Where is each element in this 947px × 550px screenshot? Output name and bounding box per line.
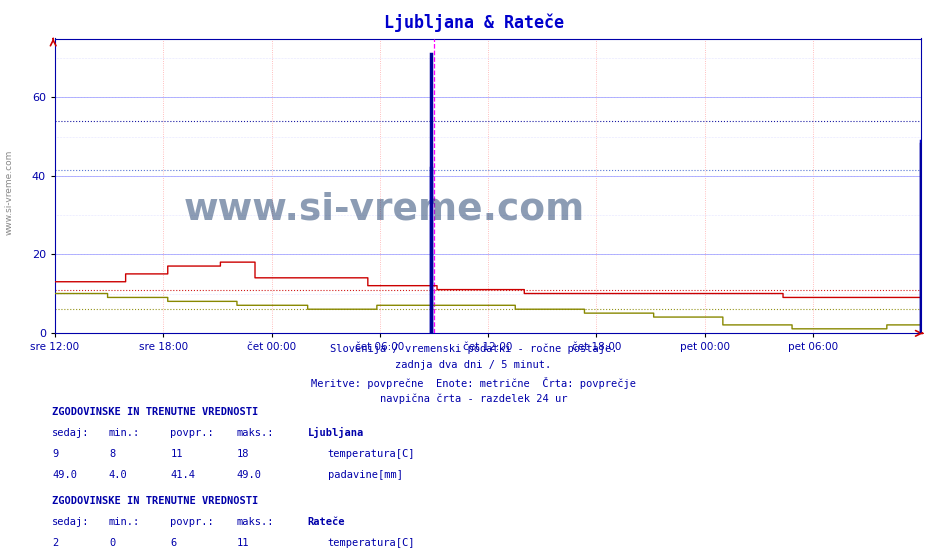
Text: 41.4: 41.4 xyxy=(170,470,195,480)
Text: Ljubljana: Ljubljana xyxy=(308,427,364,438)
Text: 6: 6 xyxy=(170,538,177,548)
Text: sedaj:: sedaj: xyxy=(52,428,90,438)
Text: povpr.:: povpr.: xyxy=(170,517,214,527)
Text: ZGODOVINSKE IN TRENUTNE VREDNOSTI: ZGODOVINSKE IN TRENUTNE VREDNOSTI xyxy=(52,407,259,417)
Text: temperatura[C]: temperatura[C] xyxy=(328,449,415,459)
Text: povpr.:: povpr.: xyxy=(170,428,214,438)
Text: 49.0: 49.0 xyxy=(237,470,261,480)
Text: min.:: min.: xyxy=(109,517,140,527)
Text: ZGODOVINSKE IN TRENUTNE VREDNOSTI: ZGODOVINSKE IN TRENUTNE VREDNOSTI xyxy=(52,496,259,507)
Text: 4.0: 4.0 xyxy=(109,470,128,480)
Text: Slovenija / vremenski podatki - ročne postaje.: Slovenija / vremenski podatki - ročne po… xyxy=(330,344,617,354)
Text: Ljubljana & Rateče: Ljubljana & Rateče xyxy=(384,14,563,32)
Text: maks.:: maks.: xyxy=(237,428,275,438)
Text: 11: 11 xyxy=(170,449,183,459)
Text: 49.0: 49.0 xyxy=(52,470,77,480)
Text: 2: 2 xyxy=(52,538,59,548)
Text: Meritve: povprečne  Enote: metrične  Črta: povprečje: Meritve: povprečne Enote: metrične Črta:… xyxy=(311,377,636,389)
Text: maks.:: maks.: xyxy=(237,517,275,527)
Text: 8: 8 xyxy=(109,449,116,459)
Text: 0: 0 xyxy=(109,538,116,548)
Text: temperatura[C]: temperatura[C] xyxy=(328,538,415,548)
Text: www.si-vreme.com: www.si-vreme.com xyxy=(5,150,14,235)
Text: min.:: min.: xyxy=(109,428,140,438)
Text: www.si-vreme.com: www.si-vreme.com xyxy=(184,191,585,227)
Text: sedaj:: sedaj: xyxy=(52,517,90,527)
Text: 9: 9 xyxy=(52,449,59,459)
Text: navpična črta - razdelek 24 ur: navpična črta - razdelek 24 ur xyxy=(380,393,567,404)
Text: 18: 18 xyxy=(237,449,249,459)
Text: 11: 11 xyxy=(237,538,249,548)
Text: padavine[mm]: padavine[mm] xyxy=(328,470,402,480)
Text: zadnja dva dni / 5 minut.: zadnja dva dni / 5 minut. xyxy=(396,360,551,370)
Text: Rateče: Rateče xyxy=(308,517,346,527)
